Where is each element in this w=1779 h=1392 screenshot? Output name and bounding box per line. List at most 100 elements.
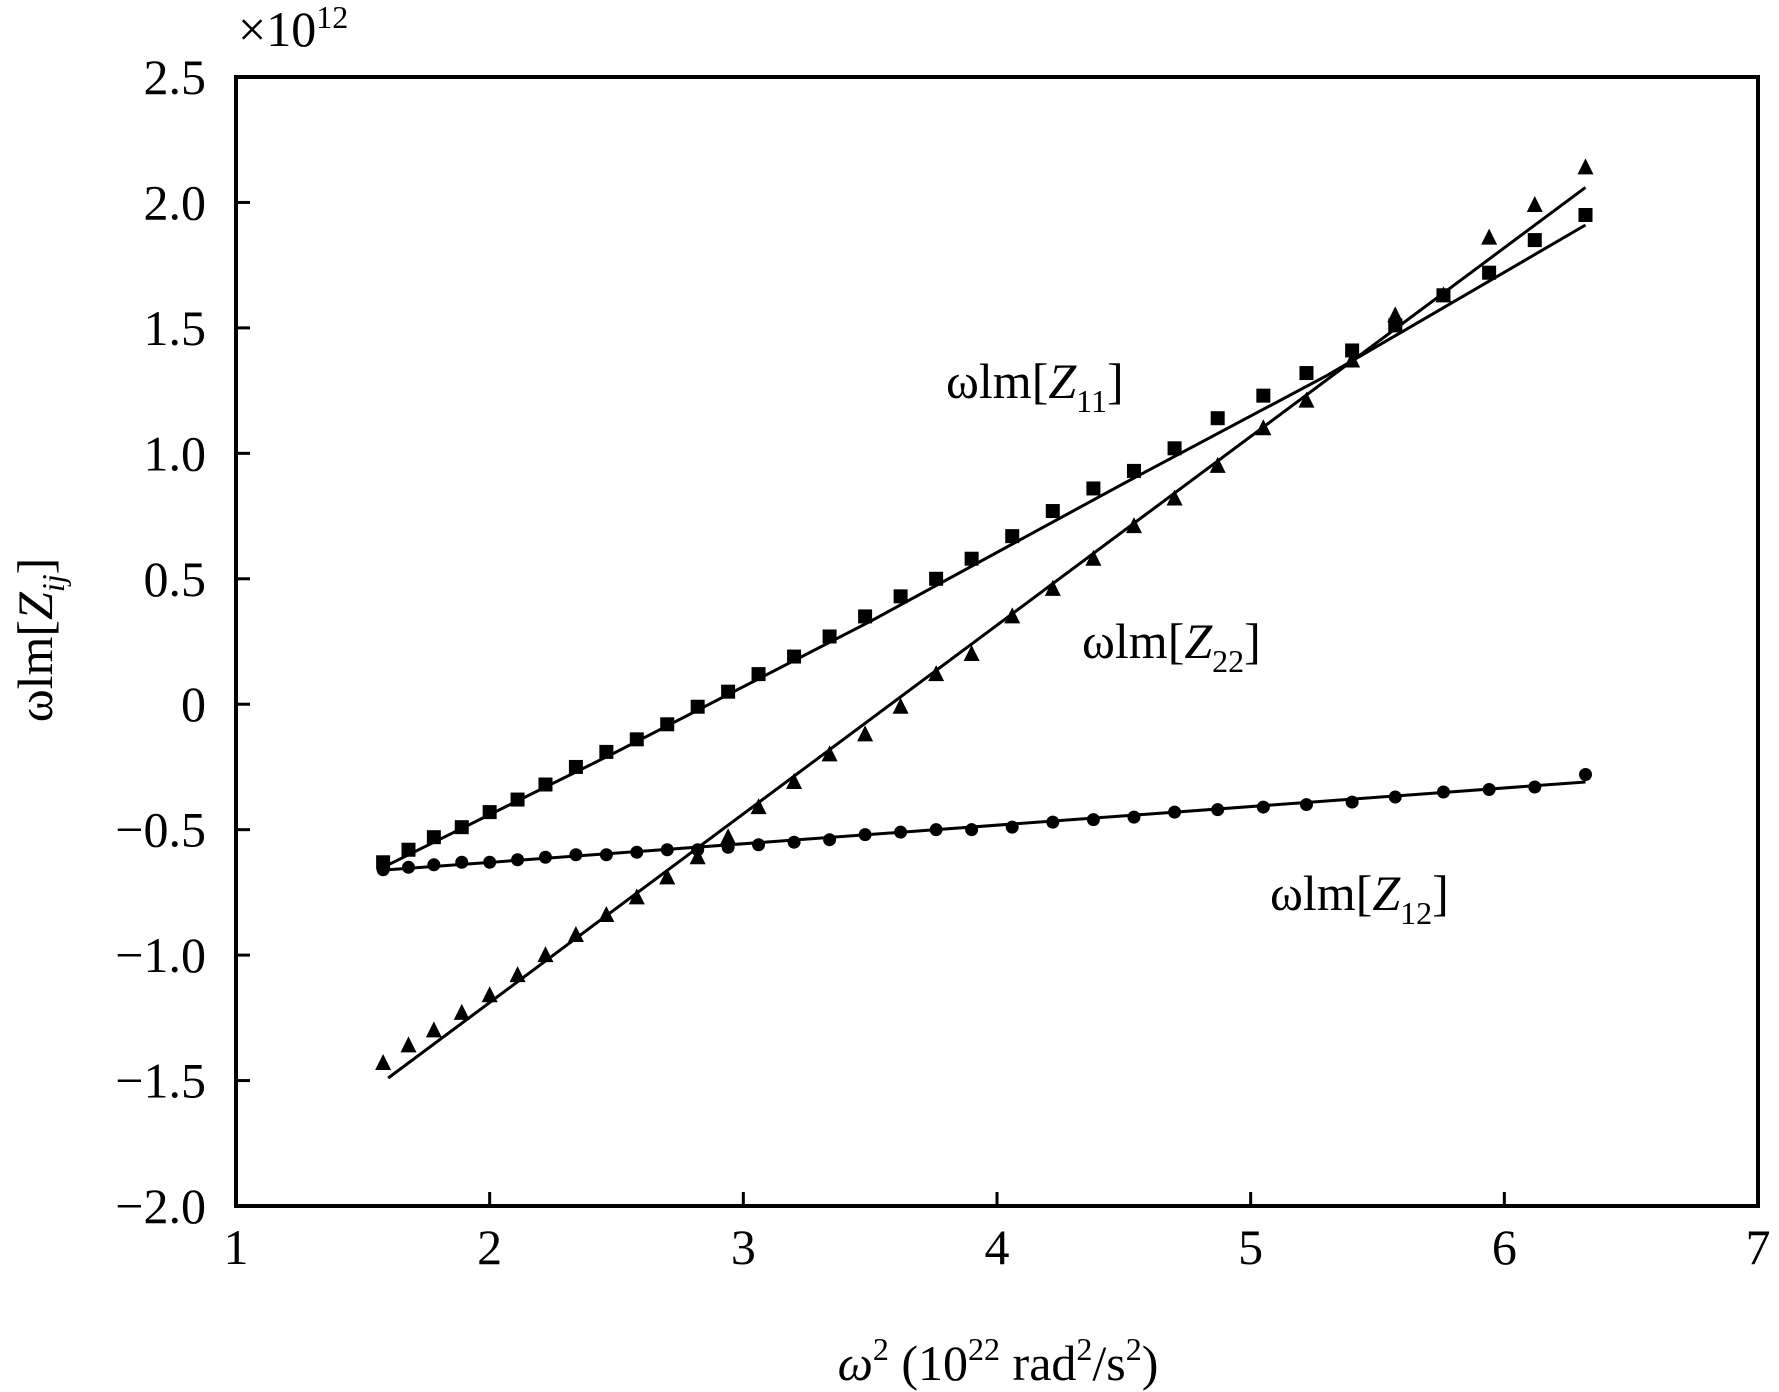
data-point-triangle xyxy=(963,645,980,662)
data-point-triangle xyxy=(1387,306,1404,323)
data-point-circle xyxy=(1005,820,1019,834)
x-tick-label: 2 xyxy=(477,1219,502,1275)
data-point-triangle xyxy=(750,798,767,815)
y-multiplier: ×1012 xyxy=(238,0,348,57)
data-point-triangle xyxy=(1298,391,1315,408)
data-point-square xyxy=(1299,366,1314,381)
data-point-circle xyxy=(1168,805,1182,819)
data-point-square xyxy=(629,732,644,747)
data-point-triangle xyxy=(567,926,584,943)
data-point-triangle xyxy=(857,725,874,742)
data-point-circle xyxy=(965,823,979,837)
y-tick-label: 0 xyxy=(181,676,206,732)
y-tick-label: 1.5 xyxy=(144,300,207,356)
y-tick-label: 2.0 xyxy=(144,174,207,230)
data-point-circle xyxy=(1345,795,1359,809)
data-point-square xyxy=(1345,343,1360,358)
data-point-square xyxy=(1527,233,1542,248)
data-point-triangle xyxy=(786,772,803,789)
y-tick-label: −1.5 xyxy=(115,1053,206,1109)
fit-lines xyxy=(387,186,1587,1080)
x-tick-label: 1 xyxy=(224,1219,249,1275)
data-point-circle xyxy=(894,825,908,839)
data-point-circle xyxy=(787,835,801,849)
data-point-square xyxy=(1256,388,1271,403)
data-point-square xyxy=(568,759,583,774)
data-point-triangle xyxy=(928,665,945,682)
data-point-triangle xyxy=(509,966,526,983)
data-point-square xyxy=(822,629,837,644)
fit-line-series-2 xyxy=(388,780,1586,872)
data-point-square xyxy=(1167,441,1182,456)
data-point-triangle xyxy=(1085,549,1102,566)
data-point-triangle xyxy=(1435,286,1452,303)
data-point-triangle xyxy=(689,848,706,865)
fit-line-series-1 xyxy=(387,186,1587,1080)
data-point-triangle xyxy=(1166,489,1183,506)
data-point-circle xyxy=(599,848,613,862)
data-point-circle xyxy=(660,843,674,857)
data-point-square xyxy=(690,699,705,714)
data-point-triangle xyxy=(453,1003,470,1020)
data-point-circle xyxy=(1482,783,1496,797)
x-tick-label: 7 xyxy=(1746,1219,1771,1275)
data-point-circle xyxy=(929,823,943,837)
data-point-triangle xyxy=(481,986,498,1003)
data-point-square xyxy=(751,667,766,682)
data-point-square xyxy=(426,830,441,845)
data-point-circle xyxy=(1086,813,1100,827)
data-point-square xyxy=(1126,463,1141,478)
y-axis-ticks: 2.5 2.0 1.5 1.0 0.5 0 −0.5 −1.0 −1.5 −2.0 xyxy=(115,49,250,1234)
data-point-triangle xyxy=(1526,195,1543,212)
data-point-circle xyxy=(858,828,872,842)
data-point-square xyxy=(893,589,908,604)
data-point-triangle xyxy=(892,697,909,714)
data-point-square xyxy=(599,744,614,759)
y-tick-label: −2.0 xyxy=(115,1178,206,1234)
data-point-square xyxy=(858,609,873,624)
data-point-triangle xyxy=(425,1021,442,1038)
data-point-triangle xyxy=(537,946,554,963)
data-point-circle xyxy=(455,855,469,869)
data-point-circle xyxy=(630,845,644,859)
data-point-circle xyxy=(1436,785,1450,799)
data-point-circle xyxy=(427,858,441,872)
data-point-triangle xyxy=(720,828,737,845)
data-markers xyxy=(375,158,1594,1070)
y-axis-title: ωlm[Zij] xyxy=(7,558,71,723)
y-tick-label: −0.5 xyxy=(115,802,206,858)
data-point-triangle xyxy=(1004,607,1021,624)
data-point-square xyxy=(1210,411,1225,426)
y-tick-label: 2.5 xyxy=(144,49,207,105)
data-point-circle xyxy=(401,860,415,874)
data-point-circle xyxy=(1046,815,1060,829)
x-tick-label: 3 xyxy=(731,1219,756,1275)
x-axis-ticks: 1 2 3 4 5 6 7 xyxy=(224,1192,1771,1275)
data-point-square xyxy=(964,551,979,566)
data-point-triangle xyxy=(628,888,645,905)
data-point-circle xyxy=(376,863,390,877)
data-point-triangle xyxy=(1125,517,1142,534)
data-point-triangle xyxy=(1344,351,1361,368)
data-point-triangle xyxy=(598,905,615,922)
data-point-square xyxy=(721,684,736,699)
data-point-circle xyxy=(752,838,766,852)
data-point-circle xyxy=(1299,798,1313,812)
series-label-z11: ωlm[Z11] xyxy=(946,353,1124,419)
data-point-circle xyxy=(1528,780,1542,794)
data-point-square xyxy=(454,820,469,835)
x-tick-label: 4 xyxy=(985,1219,1010,1275)
data-point-square xyxy=(1045,504,1060,519)
series-label-z12: ωlm[Z12] xyxy=(1270,865,1449,931)
data-point-circle xyxy=(1211,803,1225,817)
data-point-circle xyxy=(691,843,705,857)
data-point-circle xyxy=(569,848,583,862)
data-point-square xyxy=(401,842,416,857)
x-tick-label: 6 xyxy=(1492,1219,1517,1275)
data-point-triangle xyxy=(1255,419,1272,436)
data-point-square xyxy=(1086,481,1101,496)
data-point-square xyxy=(1005,529,1020,544)
data-point-triangle xyxy=(375,1053,392,1070)
data-point-triangle xyxy=(400,1036,417,1053)
series-label-z22: ωlm[Z22] xyxy=(1082,613,1261,679)
